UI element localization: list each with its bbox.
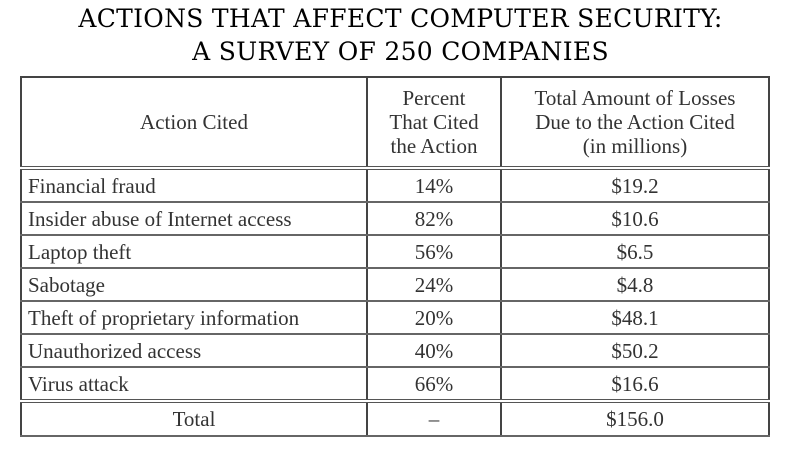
header-losses-line: (in millions) <box>582 134 688 158</box>
total-label: Total <box>20 399 368 437</box>
losses-cell: $50.2 <box>500 334 770 368</box>
percent-cell: 20% <box>366 301 502 335</box>
header-losses-line: Total Amount of Losses <box>534 86 736 110</box>
header-row: Action Cited Percent That Cited the Acti… <box>20 77 770 170</box>
losses-cell: $19.2 <box>500 168 770 203</box>
header-percent: Percent That Cited the Action <box>366 77 502 170</box>
action-cell: Insider abuse of Internet access <box>20 202 368 236</box>
table-row: Financial fraud 14% $19.2 <box>20 168 770 203</box>
percent-cell: 82% <box>366 202 502 236</box>
table-row: Insider abuse of Internet access 82% $10.6 <box>20 202 770 236</box>
table-row: Theft of proprietary information 20% $48.1 <box>20 301 770 335</box>
table-row: Laptop theft 56% $6.5 <box>20 235 770 269</box>
total-losses: $156.0 <box>500 399 770 437</box>
total-percent: – <box>366 399 502 437</box>
action-cell: Theft of proprietary information <box>20 301 368 335</box>
title-line-2: A SURVEY OF 250 COMPANIES <box>192 37 609 66</box>
total-row: Total – $156.0 <box>20 399 770 437</box>
title-line-1: ACTIONS THAT AFFECT COMPUTER SECURITY: <box>78 4 723 33</box>
security-survey-table: Action Cited Percent That Cited the Acti… <box>20 76 770 437</box>
header-losses-line: Due to the Action Cited <box>535 110 735 134</box>
header-action-cited: Action Cited <box>20 77 368 170</box>
losses-cell: $48.1 <box>500 301 770 335</box>
table-row: Sabotage 24% $4.8 <box>20 268 770 302</box>
losses-cell: $16.6 <box>500 367 770 402</box>
action-cell: Financial fraud <box>20 168 368 203</box>
action-cell: Sabotage <box>20 268 368 302</box>
percent-cell: 14% <box>366 168 502 203</box>
action-cell: Unauthorized access <box>20 334 368 368</box>
table-row: Virus attack 66% $16.6 <box>20 367 770 402</box>
losses-cell: $10.6 <box>500 202 770 236</box>
action-cell: Laptop theft <box>20 235 368 269</box>
losses-cell: $6.5 <box>500 235 770 269</box>
header-percent-line: That Cited <box>389 110 479 134</box>
header-losses: Total Amount of Losses Due to the Action… <box>500 77 770 170</box>
header-percent-line: Percent <box>402 86 466 110</box>
percent-cell: 56% <box>366 235 502 269</box>
percent-cell: 40% <box>366 334 502 368</box>
action-cell: Virus attack <box>20 367 368 402</box>
percent-cell: 24% <box>366 268 502 302</box>
header-percent-line: the Action <box>390 134 478 158</box>
table-row: Unauthorized access 40% $50.2 <box>20 334 770 368</box>
losses-cell: $4.8 <box>500 268 770 302</box>
percent-cell: 66% <box>366 367 502 402</box>
